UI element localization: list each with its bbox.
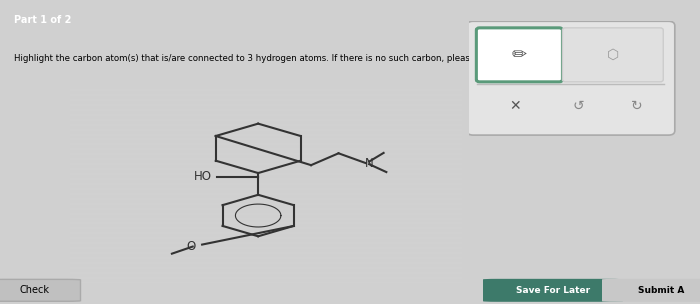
Text: ✏: ✏ [512, 46, 527, 64]
Text: N: N [365, 157, 374, 170]
FancyBboxPatch shape [467, 21, 675, 135]
Text: O: O [187, 240, 196, 253]
Text: HO: HO [193, 170, 211, 183]
FancyBboxPatch shape [563, 28, 664, 82]
Text: ✕: ✕ [510, 99, 521, 113]
Text: ↺: ↺ [573, 99, 584, 113]
Text: Check: Check [20, 285, 50, 295]
Text: Part 1 of 2: Part 1 of 2 [14, 15, 71, 25]
FancyBboxPatch shape [0, 279, 80, 301]
FancyBboxPatch shape [483, 279, 623, 302]
Text: Save For Later: Save For Later [516, 286, 590, 295]
Text: ⬡: ⬡ [607, 48, 619, 62]
Text: Submit A: Submit A [638, 286, 685, 295]
Text: ↻: ↻ [631, 99, 643, 113]
FancyBboxPatch shape [602, 279, 700, 302]
Text: Highlight the carbon atom(s) that is/are connected to 3 hydrogen atoms. If there: Highlight the carbon atom(s) that is/are… [14, 54, 569, 63]
FancyBboxPatch shape [476, 28, 563, 82]
